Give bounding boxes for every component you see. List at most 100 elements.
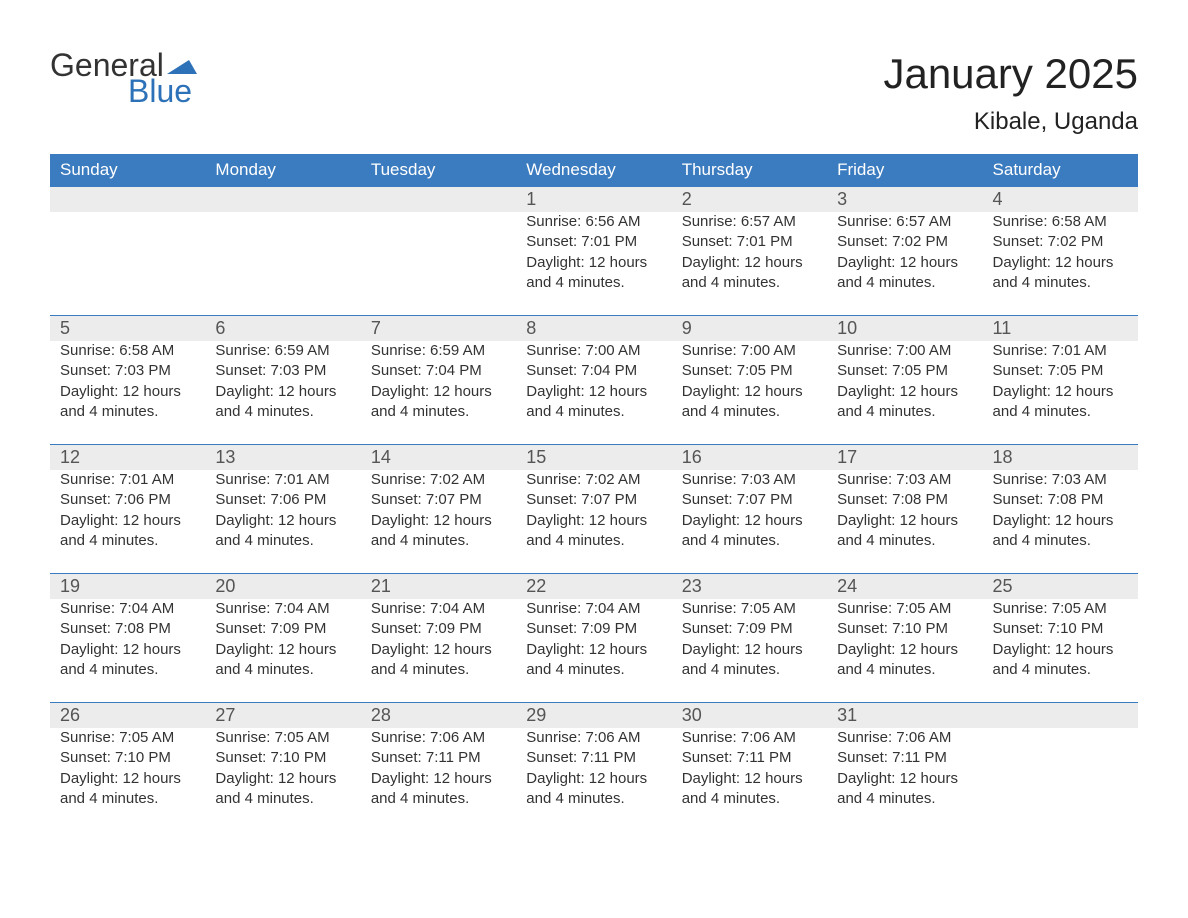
day-sunrise: Sunrise: 7:01 AM — [993, 341, 1128, 361]
day-number-cell: 5 — [50, 316, 205, 342]
day-d1: Daylight: 12 hours — [993, 511, 1128, 531]
day-sunrise: Sunrise: 7:04 AM — [215, 599, 350, 619]
week-daynum-row: 262728293031 — [50, 703, 1138, 729]
day-d1: Daylight: 12 hours — [837, 253, 972, 273]
day-sunset: Sunset: 7:06 PM — [60, 490, 195, 510]
day-d1: Daylight: 12 hours — [215, 640, 350, 660]
day-sunset: Sunset: 7:01 PM — [526, 232, 661, 252]
day-content-cell: Sunrise: 7:05 AMSunset: 7:10 PMDaylight:… — [827, 599, 982, 703]
day-content-cell: Sunrise: 7:00 AMSunset: 7:05 PMDaylight:… — [827, 341, 982, 445]
day-d2: and 4 minutes. — [682, 531, 817, 551]
day-content-cell — [205, 212, 360, 316]
day-sunrise: Sunrise: 7:02 AM — [526, 470, 661, 490]
day-sunset: Sunset: 7:11 PM — [837, 748, 972, 768]
day-d1: Daylight: 12 hours — [215, 769, 350, 789]
day-content-cell: Sunrise: 7:02 AMSunset: 7:07 PMDaylight:… — [516, 470, 671, 574]
day-content-cell: Sunrise: 7:00 AMSunset: 7:04 PMDaylight:… — [516, 341, 671, 445]
day-number-cell: 13 — [205, 445, 360, 471]
day-number-cell: 8 — [516, 316, 671, 342]
day-d2: and 4 minutes. — [993, 531, 1128, 551]
day-content-cell: Sunrise: 7:05 AMSunset: 7:09 PMDaylight:… — [672, 599, 827, 703]
day-d1: Daylight: 12 hours — [371, 769, 506, 789]
location-label: Kibale, Uganda — [883, 108, 1138, 136]
day-sunrise: Sunrise: 6:59 AM — [215, 341, 350, 361]
day-content-cell: Sunrise: 6:58 AMSunset: 7:03 PMDaylight:… — [50, 341, 205, 445]
day-sunset: Sunset: 7:02 PM — [837, 232, 972, 252]
day-number-cell: 1 — [516, 187, 671, 213]
day-sunrise: Sunrise: 7:04 AM — [371, 599, 506, 619]
day-content-cell — [361, 212, 516, 316]
day-d1: Daylight: 12 hours — [682, 640, 817, 660]
day-content-cell — [50, 212, 205, 316]
day-sunset: Sunset: 7:08 PM — [60, 619, 195, 639]
day-sunrise: Sunrise: 7:03 AM — [993, 470, 1128, 490]
weekday-header: Saturday — [983, 154, 1138, 187]
day-number-cell: 2 — [672, 187, 827, 213]
day-content-cell: Sunrise: 6:56 AMSunset: 7:01 PMDaylight:… — [516, 212, 671, 316]
day-sunset: Sunset: 7:05 PM — [993, 361, 1128, 381]
day-number-cell: 28 — [361, 703, 516, 729]
day-content-cell: Sunrise: 7:04 AMSunset: 7:09 PMDaylight:… — [516, 599, 671, 703]
day-d1: Daylight: 12 hours — [526, 769, 661, 789]
day-d1: Daylight: 12 hours — [371, 382, 506, 402]
day-sunrise: Sunrise: 6:57 AM — [837, 212, 972, 232]
day-content-cell: Sunrise: 7:03 AMSunset: 7:07 PMDaylight:… — [672, 470, 827, 574]
weekday-header-row: Sunday Monday Tuesday Wednesday Thursday… — [50, 154, 1138, 187]
week-content-row: Sunrise: 6:56 AMSunset: 7:01 PMDaylight:… — [50, 212, 1138, 316]
day-sunrise: Sunrise: 7:05 AM — [993, 599, 1128, 619]
weekday-header: Sunday — [50, 154, 205, 187]
day-d1: Daylight: 12 hours — [993, 382, 1128, 402]
day-number-cell: 26 — [50, 703, 205, 729]
day-d1: Daylight: 12 hours — [993, 640, 1128, 660]
day-sunrise: Sunrise: 7:06 AM — [371, 728, 506, 748]
day-sunrise: Sunrise: 7:06 AM — [837, 728, 972, 748]
day-number-cell: 18 — [983, 445, 1138, 471]
logo: General Blue — [50, 50, 197, 107]
day-content-cell: Sunrise: 7:05 AMSunset: 7:10 PMDaylight:… — [50, 728, 205, 831]
day-d2: and 4 minutes. — [60, 660, 195, 680]
day-number-cell: 29 — [516, 703, 671, 729]
day-sunset: Sunset: 7:03 PM — [215, 361, 350, 381]
day-d1: Daylight: 12 hours — [837, 382, 972, 402]
day-sunset: Sunset: 7:09 PM — [682, 619, 817, 639]
day-d2: and 4 minutes. — [215, 402, 350, 422]
day-sunrise: Sunrise: 7:03 AM — [837, 470, 972, 490]
day-sunset: Sunset: 7:01 PM — [682, 232, 817, 252]
day-content-cell: Sunrise: 6:59 AMSunset: 7:04 PMDaylight:… — [361, 341, 516, 445]
day-sunset: Sunset: 7:10 PM — [993, 619, 1128, 639]
day-d2: and 4 minutes. — [371, 531, 506, 551]
day-number-cell: 19 — [50, 574, 205, 600]
day-d2: and 4 minutes. — [371, 789, 506, 809]
week-content-row: Sunrise: 7:01 AMSunset: 7:06 PM Daylight:… — [50, 470, 1138, 574]
day-number-cell: 31 — [827, 703, 982, 729]
day-d2: and 4 minutes. — [371, 660, 506, 680]
day-sunrise: Sunrise: 7:06 AM — [682, 728, 817, 748]
day-sunset: Sunset: 7:10 PM — [837, 619, 972, 639]
day-number-cell: 10 — [827, 316, 982, 342]
week-daynum-row: 567891011 — [50, 316, 1138, 342]
day-content-cell: Sunrise: 6:59 AMSunset: 7:03 PMDaylight:… — [205, 341, 360, 445]
day-content-cell: Sunrise: 7:06 AMSunset: 7:11 PMDaylight:… — [361, 728, 516, 831]
day-content-cell — [983, 728, 1138, 831]
day-d1: Daylight: 12 hours — [837, 640, 972, 660]
day-d1: Daylight: 12 hours — [526, 382, 661, 402]
day-d1: Daylight: 12 hours — [993, 253, 1128, 273]
day-d2: and 4 minutes. — [837, 531, 972, 551]
day-d2: and 4 minutes. — [371, 402, 506, 422]
day-d1: Daylight: 12 hours — [526, 640, 661, 660]
day-sunset: Sunset: 7:09 PM — [526, 619, 661, 639]
day-d2: and 4 minutes. — [526, 789, 661, 809]
day-sunrise: Sunrise: 7:01 AM — [60, 470, 195, 490]
day-content-cell: Sunrise: 7:02 AMSunset: 7:07 PMDaylight:… — [361, 470, 516, 574]
day-number-cell — [50, 187, 205, 213]
day-d1: Daylight: 12 hours — [371, 640, 506, 660]
day-d2: and 4 minutes. — [682, 660, 817, 680]
week-daynum-row: 12131415161718 — [50, 445, 1138, 471]
day-content-cell: Sunrise: 6:57 AMSunset: 7:02 PMDaylight:… — [827, 212, 982, 316]
logo-word-blue: Blue — [128, 76, 197, 106]
day-number-cell: 23 — [672, 574, 827, 600]
day-sunrise: Sunrise: 7:04 AM — [526, 599, 661, 619]
day-sunset: Sunset: 7:07 PM — [371, 490, 506, 510]
day-number-cell: 3 — [827, 187, 982, 213]
day-sunset: Sunset: 7:05 PM — [682, 361, 817, 381]
